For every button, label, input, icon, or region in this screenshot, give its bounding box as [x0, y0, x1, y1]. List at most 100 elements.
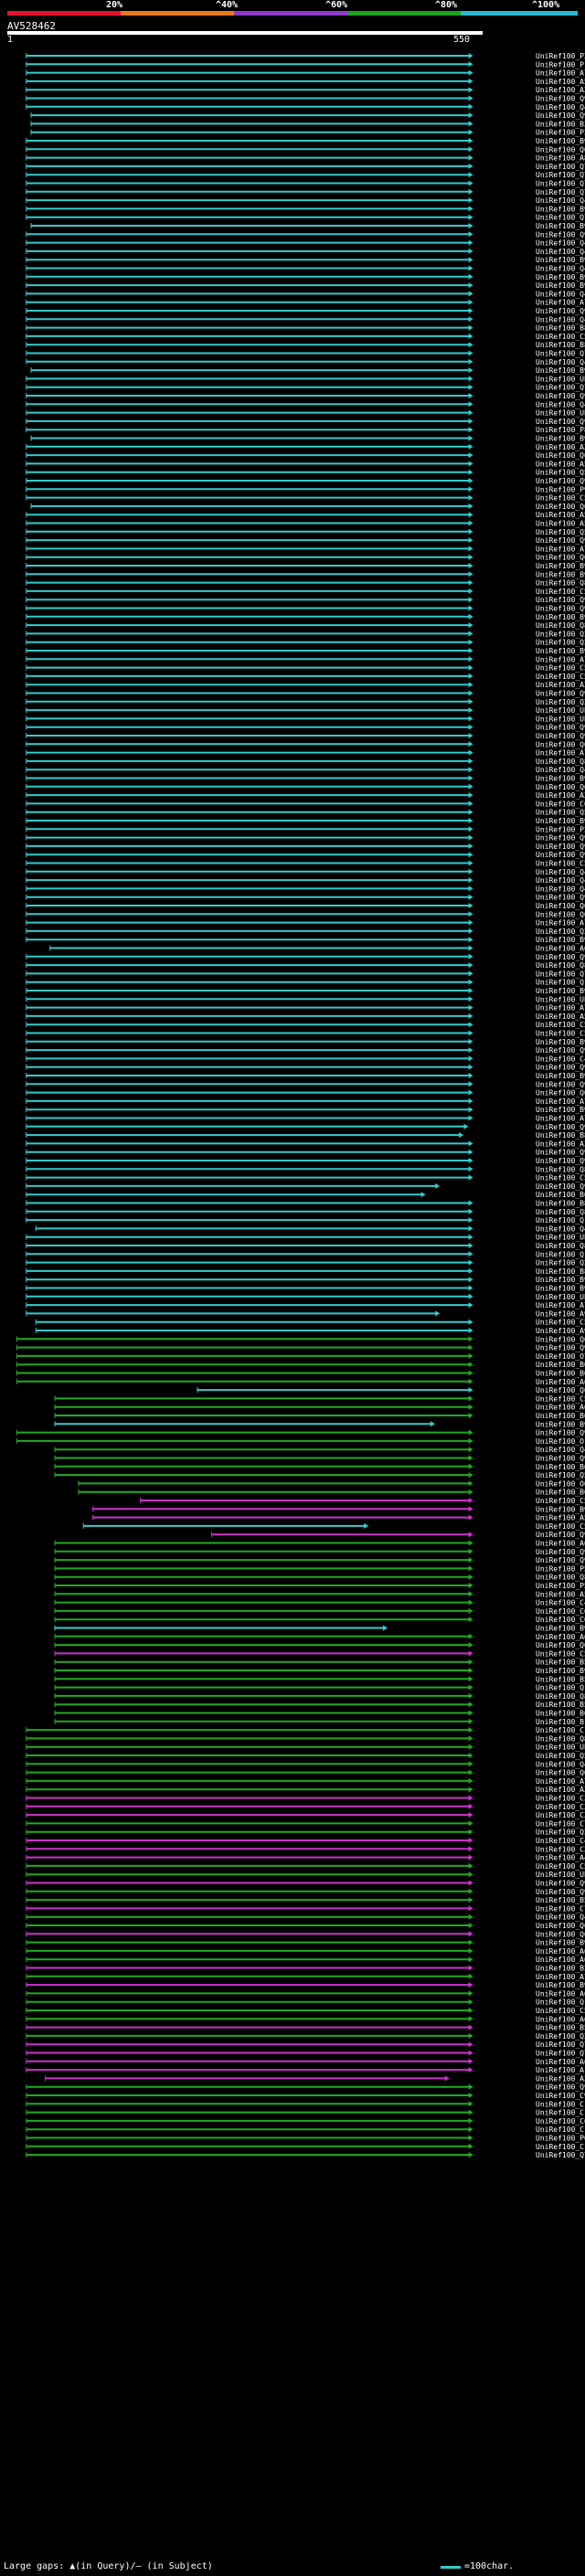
hit-label[interactable]: UniRef100_C1L2H7	[536, 2143, 585, 2151]
hit-row[interactable]: UniRef100_Q5PSN6	[26, 469, 585, 477]
hit-row[interactable]: UniRef100_B9HUL1	[26, 987, 585, 995]
hit-row[interactable]: UniRef100_A6GSI2	[26, 2015, 585, 2023]
hit-row[interactable]: UniRef100_C0S215	[54, 1616, 585, 1624]
hit-row[interactable]: UniRef100_Q9SWH2	[26, 953, 585, 961]
hit-label[interactable]: UniRef100_P54211	[536, 1582, 585, 1590]
hit-label[interactable]: UniRef100_Q8RCZ5	[536, 1165, 585, 1173]
hit-label[interactable]: UniRef100_Q7Y067	[536, 163, 585, 171]
hit-label[interactable]: UniRef100_Q74MK3	[536, 2041, 585, 2049]
hit-label[interactable]: UniRef100_B8BN76	[536, 1131, 585, 1140]
hit-row[interactable]: UniRef100_Q75N07	[26, 214, 585, 222]
hit-row[interactable]: UniRef100_B0E052	[16, 1361, 585, 1369]
hit-row[interactable]: UniRef100_Q9SJB3	[26, 477, 585, 485]
hit-label[interactable]: UniRef100_Q23RV8	[536, 928, 585, 936]
hit-row[interactable]: UniRef100_Q6AKD3	[26, 1930, 585, 1938]
hit-label[interactable]: UniRef100_Q69R05	[536, 740, 585, 748]
hit-label[interactable]: UniRef100_B0E589	[536, 1489, 585, 1497]
hit-row[interactable]: UniRef100_Q8TUY7	[26, 1734, 585, 1743]
hit-label[interactable]: UniRef100_Q9LY32	[536, 1080, 585, 1088]
hit-row[interactable]: UniRef100_A5B727	[26, 520, 585, 528]
hit-label[interactable]: UniRef100_UPI000...	[536, 1293, 585, 1301]
hit-row[interactable]: UniRef100_B9IEG7	[26, 647, 585, 655]
hit-label[interactable]: UniRef100_Q12ZN7	[536, 1684, 585, 1692]
hit-row[interactable]: UniRef100_P83970	[26, 426, 585, 434]
hit-label[interactable]: UniRef100_B8A326	[536, 341, 585, 349]
hit-row[interactable]: UniRef100_C5Y9I0	[26, 333, 585, 341]
hit-row[interactable]: UniRef100_Q10T76	[26, 1250, 585, 1258]
hit-label[interactable]: UniRef100_Q669F7	[536, 1641, 585, 1649]
hit-row[interactable]: UniRef100_Q9MA09	[26, 851, 585, 859]
hit-row[interactable]: UniRef100_Q9M4N3	[26, 1157, 585, 1165]
hit-label[interactable]: UniRef100_B6E2D4	[536, 1463, 585, 1471]
hit-row[interactable]: UniRef100_Q8L612	[26, 621, 585, 630]
hit-label[interactable]: UniRef100_Q2QPS5	[536, 1259, 585, 1267]
hit-label[interactable]: UniRef100_B9T1G7	[536, 137, 585, 145]
hit-row[interactable]: UniRef100_C5Z5G7	[26, 1021, 585, 1029]
hit-row[interactable]: UniRef100_Q7Y067	[26, 163, 585, 171]
hit-label[interactable]: UniRef100_Q287W5	[536, 630, 585, 638]
hit-label[interactable]: UniRef100_Q9GVF1	[536, 1455, 585, 1463]
hit-label[interactable]: UniRef100_A2YS58	[536, 681, 585, 689]
hit-label[interactable]: UniRef100_C1S369	[536, 1726, 585, 1734]
hit-label[interactable]: UniRef100_UPI000...	[536, 995, 585, 1003]
hit-label[interactable]: UniRef100_A5B727	[536, 520, 585, 528]
hit-label[interactable]: UniRef100_Q9SWH2	[536, 953, 585, 961]
hit-label[interactable]: UniRef100_Q9FKF0	[536, 724, 585, 732]
hit-label[interactable]: UniRef100_Q9SWH3	[536, 230, 585, 239]
hit-label[interactable]: UniRef100_B9FR8E	[536, 1505, 585, 1513]
hit-label[interactable]: UniRef100_Q2GAW1	[536, 2032, 585, 2041]
hit-label[interactable]: UniRef100_Q75N07	[536, 214, 585, 222]
hit-label[interactable]: UniRef100_Q43243	[536, 876, 585, 885]
hit-row[interactable]: UniRef100_Q9CWH1	[26, 1064, 585, 1072]
hit-row[interactable]: UniRef100_Q5ZA15	[26, 809, 585, 817]
hit-label[interactable]: UniRef100_C5WMP1	[536, 1174, 585, 1182]
hit-label[interactable]: UniRef100_B9I315	[536, 613, 585, 621]
hit-label[interactable]: UniRef100_C5GTJ2	[536, 2007, 585, 2015]
hit-label[interactable]: UniRef100_C5Z5G7	[536, 1021, 585, 1029]
hit-label[interactable]: UniRef100_B9L963	[536, 1981, 585, 1989]
hit-label[interactable]: UniRef100_Q08436	[536, 902, 585, 910]
hit-label[interactable]: UniRef100_A6NCF9	[536, 1378, 585, 1386]
hit-label[interactable]: UniRef100_A3CJU4	[536, 1140, 585, 1148]
hit-row[interactable]: UniRef100_Q4VCZ5	[26, 315, 585, 323]
hit-row[interactable]: UniRef100_B9FAP3	[26, 775, 585, 783]
hit-row[interactable]: UniRef100_C1L2H7	[26, 2143, 585, 2151]
hit-label[interactable]: UniRef100_A6YJN6	[536, 1633, 585, 1641]
hit-row[interactable]: UniRef100_Q8RCZ5	[26, 1165, 585, 1173]
hit-row[interactable]: UniRef100_B9GYM5	[26, 1072, 585, 1080]
hit-label[interactable]: UniRef100_Q6APL3	[536, 1769, 585, 1777]
hit-row[interactable]: UniRef100_Q4VCL9	[26, 265, 585, 273]
hit-row[interactable]: UniRef100_Q7Z0B7	[26, 2151, 585, 2159]
hit-label[interactable]: UniRef100_B9FNV9	[536, 817, 585, 825]
hit-label[interactable]: UniRef100_Q5S9V4	[536, 1471, 585, 1479]
hit-row[interactable]: UniRef100_A5FT96	[54, 1590, 585, 1598]
hit-label[interactable]: UniRef100_B0EN38	[536, 1370, 585, 1378]
hit-row[interactable]: UniRef100_Q6B6Q7	[16, 1335, 585, 1343]
hit-row[interactable]: UniRef100_UPI000...	[26, 375, 585, 383]
hit-row[interactable]: UniRef100_Q64NZ7	[26, 1922, 585, 1930]
hit-row[interactable]: UniRef100_Q43128	[26, 103, 585, 111]
hit-label[interactable]: UniRef100_Q1G750	[536, 1998, 585, 2007]
hit-label[interactable]: UniRef100_Q0DJ73	[536, 1089, 585, 1097]
hit-label[interactable]: UniRef100_B8LSG1	[536, 324, 585, 333]
hit-row[interactable]: UniRef100_Q72886	[26, 2050, 585, 2058]
hit-label[interactable]: UniRef100_Q9CWH1	[536, 1064, 585, 1072]
hit-label[interactable]: UniRef100_Q6AKD3	[536, 1930, 585, 1938]
hit-label[interactable]: UniRef100_Q8L613	[536, 758, 585, 766]
hit-label[interactable]: UniRef100_Q8T074	[536, 1692, 585, 1701]
hit-label[interactable]: UniRef100_A5ALY9	[536, 1012, 585, 1021]
hit-row[interactable]: UniRef100_Q4VCL8	[26, 290, 585, 298]
hit-row[interactable]: UniRef100_UPI000...	[26, 1234, 585, 1242]
hit-label[interactable]: UniRef100_C1S116	[536, 2109, 585, 2117]
hit-label[interactable]: UniRef100_C5X050	[536, 860, 585, 868]
hit-row[interactable]: UniRef100_Q9SU58	[26, 95, 585, 103]
hit-label[interactable]: UniRef100_Q5S9D4	[536, 528, 585, 536]
hit-label[interactable]: UniRef100_C1QMA0	[536, 2100, 585, 2108]
hit-label[interactable]: UniRef100_C5WX59	[536, 1319, 585, 1327]
hit-row[interactable]: UniRef100_P20649	[26, 52, 585, 60]
hit-row[interactable]: UniRef100_C1QMA0	[26, 2100, 585, 2108]
hit-row[interactable]: UniRef100_Q75NW0	[26, 171, 585, 179]
hit-row[interactable]: UniRef100_B0E589	[78, 1489, 585, 1497]
hit-label[interactable]: UniRef100_Q7Y068	[536, 384, 585, 392]
hit-label[interactable]: UniRef100_B6QR76	[536, 1412, 585, 1420]
